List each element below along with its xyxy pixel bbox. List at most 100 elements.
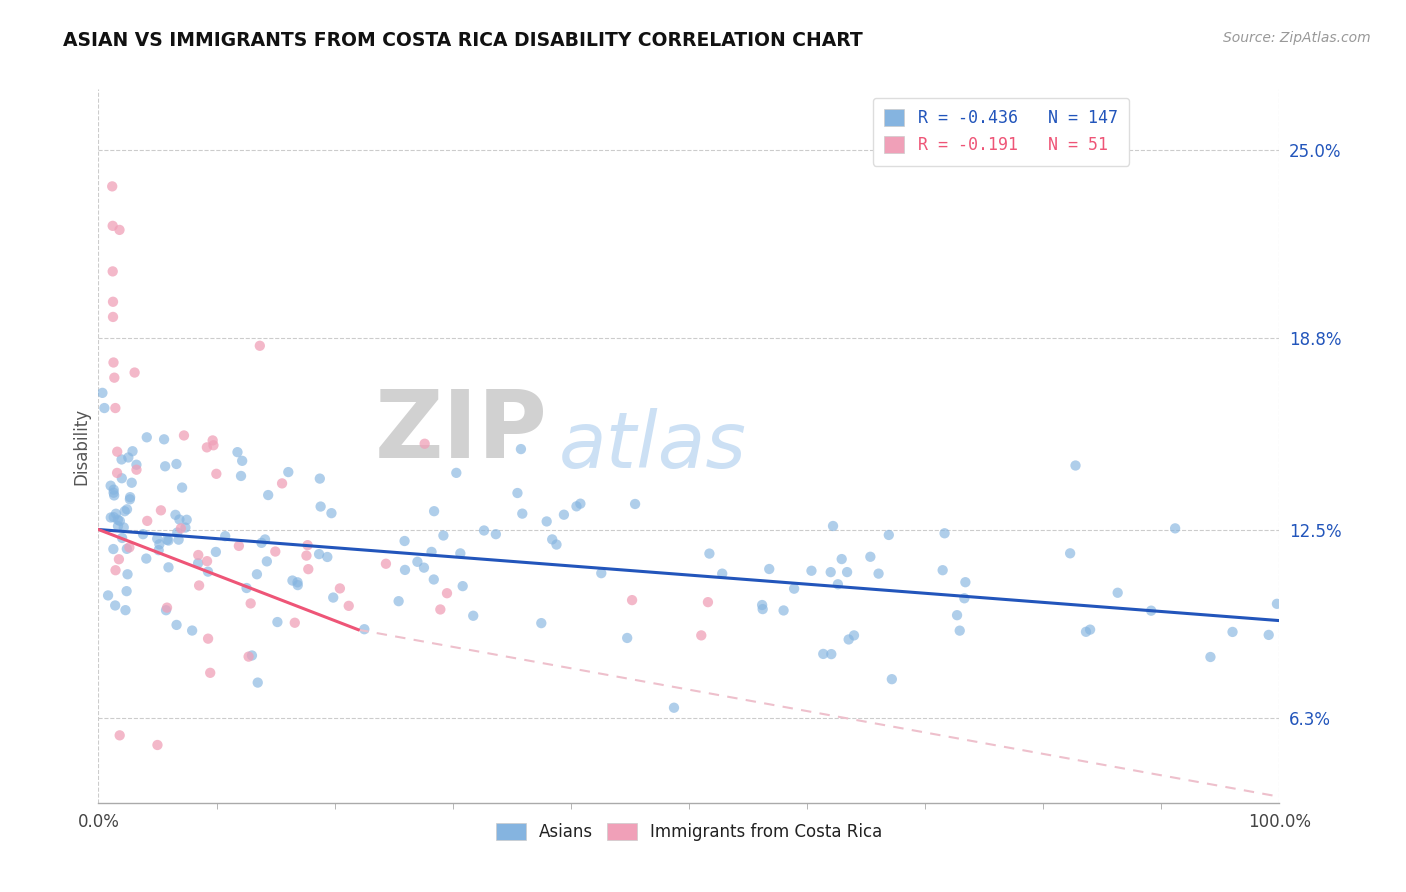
Point [413,560,436,574]
Point [955,575,977,590]
Point [111,471,134,485]
Point [546,537,568,551]
Point [115,502,138,516]
Point [322,591,344,605]
Point [813,647,835,661]
Point [195,441,218,455]
Point [536,515,558,529]
Point [281,574,304,588]
Point [111,531,134,545]
Point [188,578,211,592]
Point [91,385,114,400]
Point [104,599,127,613]
Point [510,507,533,521]
Point [423,573,446,587]
Point [103,355,125,369]
Point [124,366,146,380]
Point [842,628,865,642]
Point [125,463,148,477]
Text: atlas: atlas [560,408,747,484]
Point [120,490,142,504]
Point [541,533,564,547]
Point [800,564,823,578]
Point [146,532,169,546]
Point [287,578,309,592]
Point [616,631,638,645]
Point [157,533,180,548]
Point [148,537,170,551]
Point [949,624,972,638]
Point [934,526,956,541]
Point [172,481,194,495]
Point [201,434,224,448]
Point [114,603,136,617]
Point [249,339,271,353]
Point [108,728,131,742]
Point [783,582,806,596]
Point [157,560,180,574]
Point [135,551,157,566]
Point [751,598,773,612]
Point [155,603,177,617]
Point [831,552,853,566]
Point [1164,521,1187,535]
Point [449,546,471,560]
Point [166,525,188,540]
Point [446,466,468,480]
Point [187,548,209,562]
Point [1078,623,1101,637]
Point [772,603,794,617]
Point [103,510,125,524]
Point [565,500,588,514]
Point [827,577,849,591]
Point [167,533,190,547]
Point [1059,546,1081,560]
Point [132,527,155,541]
Point [165,508,187,522]
Point [463,608,485,623]
Point [135,430,157,444]
Point [114,504,136,518]
Point [205,545,228,559]
Point [266,615,288,629]
Point [931,563,953,577]
Point [103,485,125,500]
Point [107,513,129,527]
Point [308,472,330,486]
Point [621,593,644,607]
Point [238,649,260,664]
Point [101,310,124,324]
Point [115,584,138,599]
Point [321,506,343,520]
Point [287,575,309,590]
Point [104,563,127,577]
Point [153,433,176,447]
Point [953,591,976,606]
Point [308,547,330,561]
Point [859,549,882,564]
Point [394,563,416,577]
Point [118,541,141,555]
Point [877,528,900,542]
Point [510,442,533,456]
Point [240,648,263,663]
Point [1257,628,1279,642]
Point [103,488,125,502]
Point [297,562,319,576]
Point [200,665,222,680]
Point [105,444,128,458]
Point [103,542,125,557]
Point [115,541,138,556]
Point [451,579,474,593]
Point [297,538,319,552]
Point [197,632,219,646]
Point [420,545,443,559]
Point [388,594,411,608]
Point [108,514,131,528]
Text: ASIAN VS IMMIGRANTS FROM COSTA RICA DISABILITY CORRELATION CHART: ASIAN VS IMMIGRANTS FROM COSTA RICA DISA… [63,31,863,50]
Point [624,497,647,511]
Point [235,581,257,595]
Point [104,507,127,521]
Point [868,566,890,581]
Point [125,458,148,472]
